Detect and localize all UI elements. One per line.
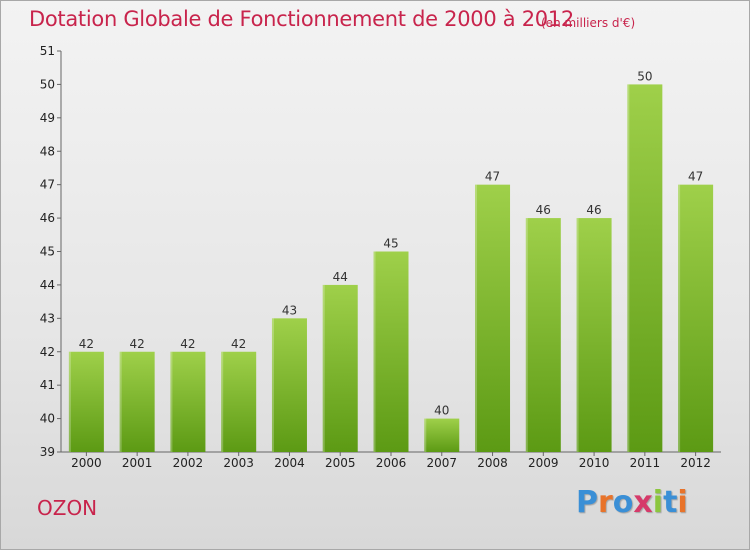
x-tick-label: 2008 (477, 456, 508, 470)
bar-highlight (68, 351, 71, 452)
x-tick-label: 2007 (426, 456, 457, 470)
bar-highlight (627, 84, 630, 453)
x-tick-label: 2010 (579, 456, 610, 470)
x-tick-label: 2011 (630, 456, 661, 470)
logo-letter: i (677, 485, 688, 520)
bar-highlight (119, 351, 122, 452)
x-tick-label: 2012 (680, 456, 711, 470)
data-label: 42 (231, 337, 246, 351)
bar-highlight (424, 418, 427, 452)
data-label: 45 (383, 237, 398, 251)
y-tick-label: 40 (40, 412, 55, 426)
bar-highlight (170, 351, 173, 452)
x-tick-label: 2003 (223, 456, 254, 470)
x-tick-label: 2000 (71, 456, 102, 470)
bar (627, 84, 663, 453)
chart-unit: (en milliers d'€) (541, 16, 636, 30)
x-tick-label: 2009 (528, 456, 559, 470)
y-tick-label: 47 (40, 178, 55, 192)
data-label: 47 (688, 170, 703, 184)
bar-highlight (475, 184, 478, 452)
logo-letter: o (612, 485, 634, 520)
data-label: 44 (333, 270, 348, 284)
y-tick-label: 41 (40, 378, 55, 392)
bar-highlight (525, 218, 528, 452)
bar-highlight (678, 184, 681, 452)
bar (576, 218, 612, 452)
bar (424, 418, 460, 452)
x-tick-label: 2006 (376, 456, 407, 470)
y-tick-label: 50 (40, 77, 55, 91)
bar (373, 251, 409, 452)
bar (271, 318, 307, 452)
data-label: 43 (282, 303, 297, 317)
logo-letter: r (598, 485, 613, 520)
bar-highlight (322, 284, 325, 452)
bar (322, 284, 358, 452)
x-tick-label: 2004 (274, 456, 305, 470)
logo-letter: t (663, 485, 678, 520)
proxiti-logo: Proxiti (576, 485, 688, 520)
y-tick-label: 45 (40, 245, 55, 259)
bar-highlight (373, 251, 376, 452)
logo-letter: P (576, 485, 598, 520)
bar (525, 218, 561, 452)
logo-letter: i (652, 485, 664, 520)
data-label: 46 (586, 203, 601, 217)
data-label: 46 (536, 203, 551, 217)
x-tick-label: 2001 (122, 456, 153, 470)
bar (68, 351, 104, 452)
y-tick-label: 43 (40, 311, 55, 325)
y-tick-label: 39 (40, 445, 55, 459)
bar (221, 351, 257, 452)
chart-title: Dotation Globale de Fonctionnement de 20… (29, 7, 574, 31)
data-label: 42 (180, 337, 195, 351)
y-tick-label: 51 (40, 44, 55, 58)
x-tick-label: 2005 (325, 456, 356, 470)
y-tick-label: 46 (40, 211, 55, 225)
logo-letter: x (633, 485, 653, 520)
bar (678, 184, 714, 452)
y-tick-label: 49 (40, 111, 55, 125)
y-tick-label: 42 (40, 345, 55, 359)
y-tick-label: 44 (40, 278, 55, 292)
data-label: 47 (485, 170, 500, 184)
bar-highlight (576, 218, 579, 452)
bar-highlight (271, 318, 274, 452)
y-tick-label: 48 (40, 144, 55, 158)
bar (475, 184, 511, 452)
commune-name: OZON (37, 496, 98, 520)
bar-highlight (221, 351, 224, 452)
bar (170, 351, 206, 452)
data-label: 42 (130, 337, 145, 351)
data-label: 42 (79, 337, 94, 351)
x-tick-label: 2002 (173, 456, 204, 470)
data-label: 50 (637, 69, 652, 83)
bar (119, 351, 155, 452)
data-label: 40 (434, 404, 449, 418)
